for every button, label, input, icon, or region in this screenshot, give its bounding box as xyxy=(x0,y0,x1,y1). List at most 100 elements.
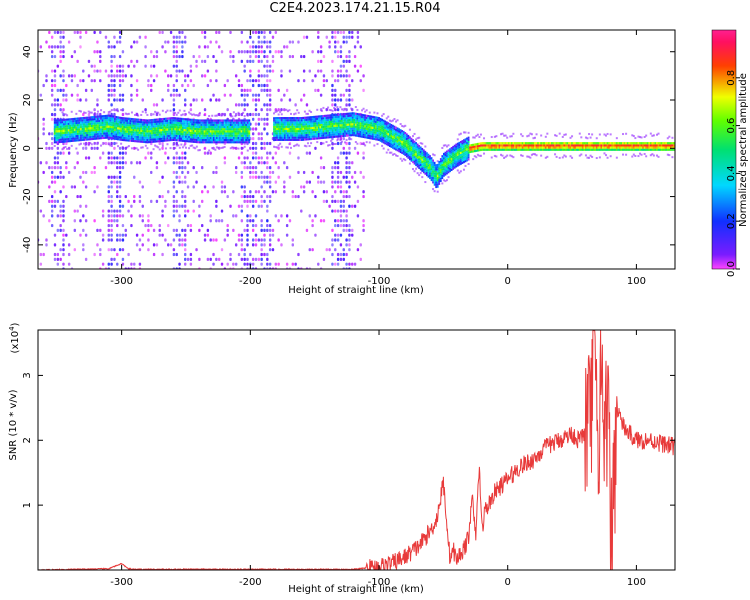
spectrogram-ridge-cell xyxy=(368,115,371,118)
spectrogram-ridge-cell xyxy=(112,130,115,133)
spectrogram-noise-cell xyxy=(59,214,62,218)
spectrogram-ridge-cell xyxy=(211,141,214,144)
spectrogram-noise-cell xyxy=(181,170,184,175)
spectrogram-noise-cell xyxy=(209,238,212,242)
spectrogram-ridge-cell xyxy=(459,140,462,144)
spectrogram-ridge-cell xyxy=(307,118,309,121)
spectrogram-ridge-cell xyxy=(223,138,226,142)
spectrogram-halo-cell xyxy=(336,106,339,109)
spectrogram-ridge-cell xyxy=(194,129,197,133)
spectrogram-ridge-cell xyxy=(456,142,459,145)
spectrogram-ridge-cell xyxy=(70,135,73,138)
spectrogram-ridge-cell xyxy=(371,115,374,119)
spectrogram-noise-cell xyxy=(342,257,345,261)
spectrogram-ridge-cell xyxy=(73,135,76,138)
spectrogram-ridge-cell xyxy=(433,181,436,184)
spectrogram-noise-cell xyxy=(130,223,133,228)
spectrogram-noise-cell xyxy=(268,194,272,199)
spectrogram-ridge-cell xyxy=(277,138,280,141)
spectrogram-ridge-cell xyxy=(303,129,306,132)
spectrogram-ridge-cell xyxy=(180,132,183,136)
spectrogram-ridge-cell xyxy=(87,136,90,139)
spectrogram-ridge-cell xyxy=(358,115,360,118)
spectrogram-ridge-cell xyxy=(345,125,348,129)
spectrogram-ridge-cell xyxy=(63,140,65,143)
spectrogram-ridge-cell xyxy=(504,144,507,147)
spectrogram-noise-cell xyxy=(260,146,263,150)
spectrogram-noise-cell xyxy=(118,185,122,189)
spectrogram-ridge-cell xyxy=(375,118,377,121)
spectrogram-ridge-cell xyxy=(401,145,404,148)
spectrogram-ridge-cell xyxy=(118,123,121,126)
spectrogram-ridge-cell xyxy=(507,148,510,151)
spectrogram-ridge-cell xyxy=(370,115,373,118)
spectrogram-ridge-cell xyxy=(342,134,345,138)
spectrogram-noise-cell xyxy=(206,83,210,88)
spectrogram-ridge-cell xyxy=(458,154,461,158)
spectrogram-ridge-cell xyxy=(231,141,234,144)
spectrogram-ridge-cell xyxy=(347,125,350,128)
spectrogram-ridge-cell xyxy=(237,132,240,135)
spectrogram-ridge-cell xyxy=(461,148,464,151)
spectrogram-ridge-cell xyxy=(90,127,93,130)
spectrogram-noise-cell xyxy=(260,262,263,266)
spectrogram-ridge-cell xyxy=(209,125,212,129)
spectrogram-ridge-cell xyxy=(405,148,408,151)
spectrogram-ridge-cell xyxy=(161,133,164,136)
spectrogram-noise-cell xyxy=(314,74,317,78)
spectrogram-noise-cell xyxy=(121,50,125,54)
spectrogram-noise-cell xyxy=(82,214,85,218)
spectrogram-ridge-cell xyxy=(107,136,110,139)
spectrogram-noise-cell xyxy=(237,233,241,237)
spectrogram-noise-cell xyxy=(184,141,187,146)
spectrogram-noise-cell xyxy=(144,108,147,112)
spectrogram-halo-cell xyxy=(191,144,194,147)
spectrogram-ridge-cell xyxy=(115,124,118,127)
spectrogram-halo-cell xyxy=(273,112,276,115)
spectrogram-ridge-cell xyxy=(348,116,351,120)
spectrogram-noise-cell xyxy=(67,146,71,150)
spectrogram-ridge-cell xyxy=(330,129,333,132)
spectrogram-halo-cell xyxy=(464,131,467,134)
spectrogram-noise-cell xyxy=(107,248,110,252)
spectrogram-ridge-cell xyxy=(141,121,144,124)
spectrogram-noise-cell xyxy=(356,35,360,39)
spectrogram-ridge-cell xyxy=(427,160,430,163)
spectrogram-noise-cell xyxy=(254,122,258,126)
spectrogram-ridge-cell xyxy=(418,153,421,156)
spectrogram-ridge-cell xyxy=(390,123,393,127)
spectrogram-halo-cell xyxy=(441,182,444,185)
spectrogram-noise-cell xyxy=(152,64,156,68)
spectrogram-halo-cell xyxy=(503,156,506,159)
spectrogram-ridge-cell xyxy=(334,113,337,117)
spectrogram-noise-cell xyxy=(99,252,102,257)
spectrogram-noise-cell xyxy=(348,161,351,165)
spectrogram-ridge-cell xyxy=(492,148,495,151)
spectrogram-ridge-cell xyxy=(361,135,363,138)
spectrogram-ridge-cell xyxy=(67,135,70,138)
spectrogram-ridge-cell xyxy=(240,128,243,131)
spectrogram-ridge-cell xyxy=(303,138,306,141)
spectrogram-noise-cell xyxy=(209,98,212,102)
spectrogram-ridge-cell xyxy=(392,142,394,145)
spectrogram-ridge-cell xyxy=(447,149,450,152)
spectrogram-ridge-cell xyxy=(387,126,390,129)
spectrogram-noise-cell xyxy=(336,262,340,266)
spectrogram-ridge-cell xyxy=(217,125,220,129)
spectrogram-ridge-cell xyxy=(280,127,283,131)
spectrogram-ridge-cell xyxy=(427,171,430,174)
spectrogram-noise-cell xyxy=(249,194,252,199)
spectrogram-noise-cell xyxy=(257,132,261,136)
spectrogram-ridge-cell xyxy=(209,136,212,140)
spectrogram-ridge-cell xyxy=(412,158,414,161)
spectrogram-noise-cell xyxy=(59,204,62,208)
spectrogram-ridge-cell xyxy=(273,117,275,120)
spectrogram-ridge-cell xyxy=(401,140,404,144)
spectrogram-noise-cell xyxy=(59,35,62,39)
spectrogram-ridge-cell xyxy=(103,130,106,133)
spectrogram-ridge-cell xyxy=(202,125,204,129)
spectrogram-noise-cell xyxy=(56,175,60,179)
spectrogram-noise-cell xyxy=(189,69,193,73)
spectrogram-noise-cell xyxy=(116,175,119,179)
spectrogram-ridge-cell xyxy=(175,126,178,129)
